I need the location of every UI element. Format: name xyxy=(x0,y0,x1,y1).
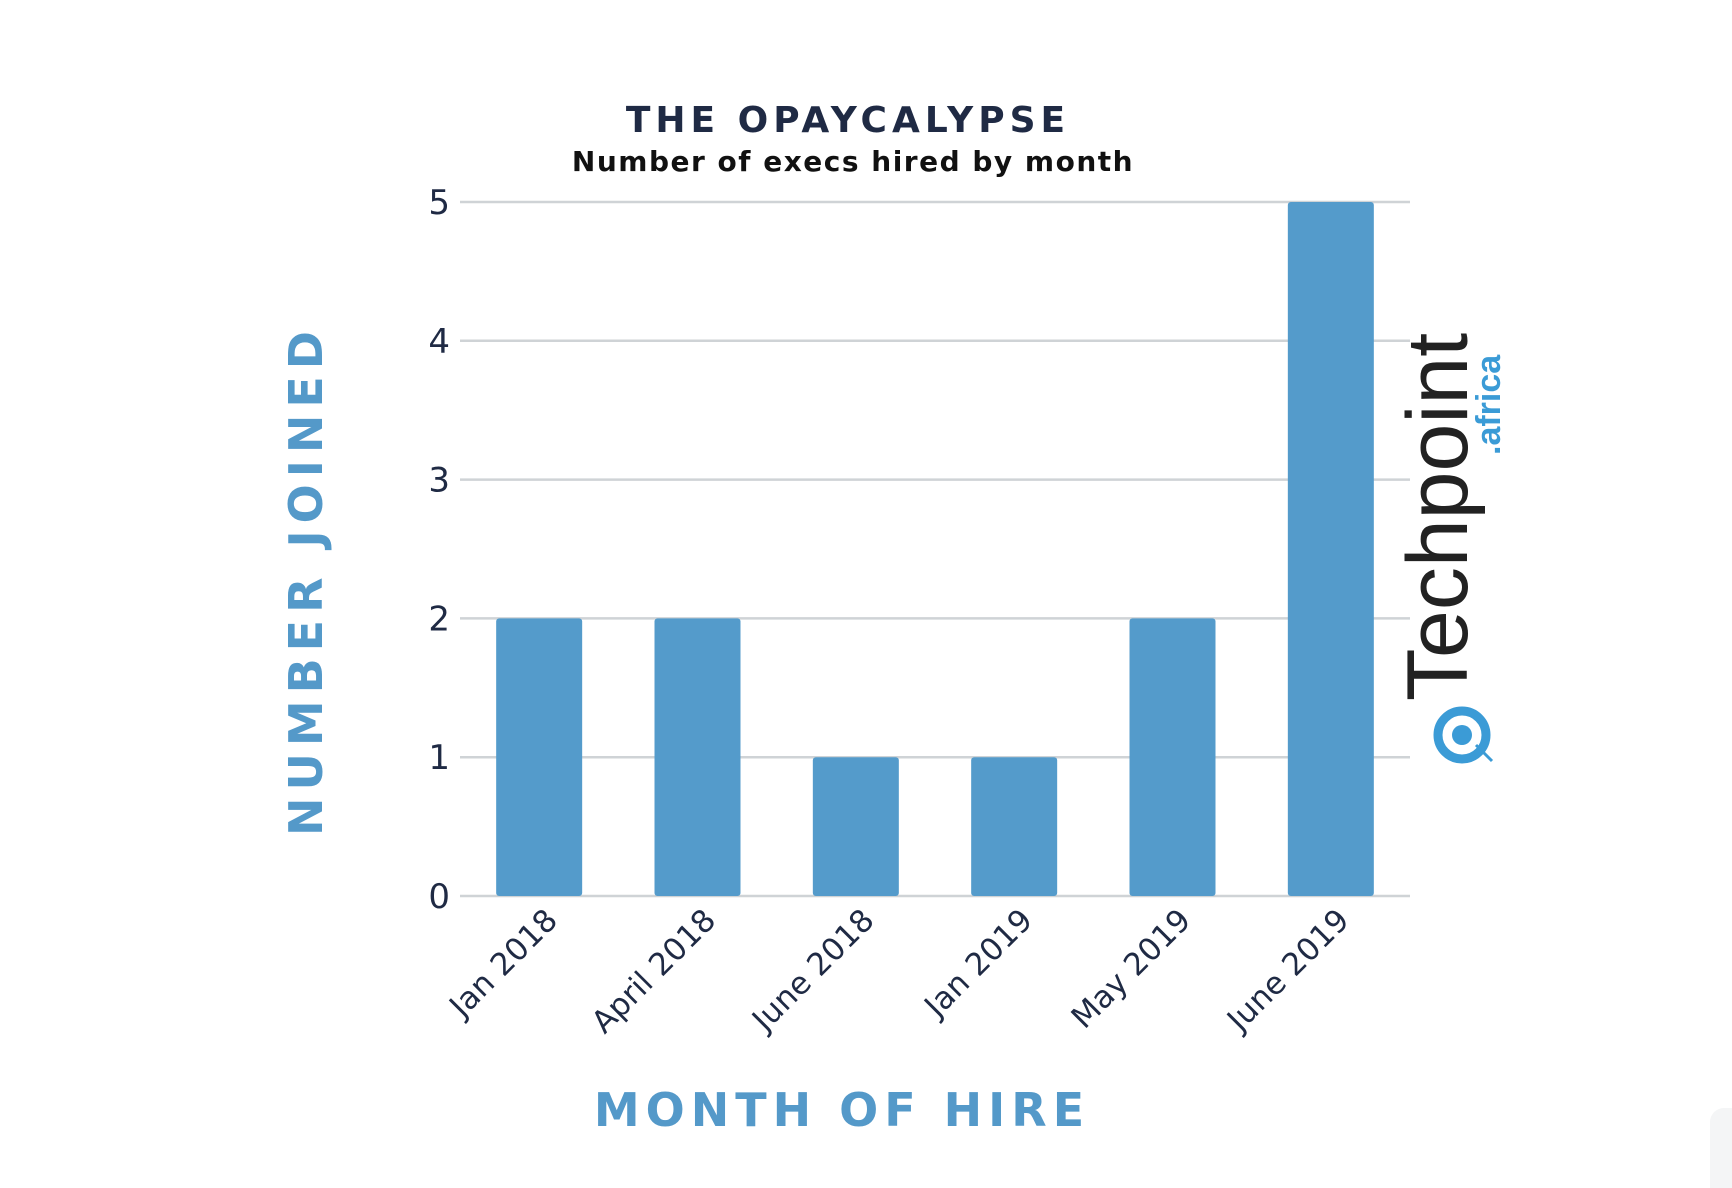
bar xyxy=(971,757,1058,896)
x-tick-label: May 2019 xyxy=(1065,902,1199,1036)
y-tick-label: 0 xyxy=(428,877,450,917)
scroll-corner-tab xyxy=(1710,1108,1732,1188)
x-tick-label: Jan 2019 xyxy=(916,902,1039,1025)
bar xyxy=(812,757,899,896)
y-tick-label: 4 xyxy=(428,322,450,362)
y-tick-labels: 0 1 2 3 4 5 xyxy=(428,183,450,917)
x-tick-label: Jan 2018 xyxy=(441,902,564,1025)
bar xyxy=(496,618,583,896)
y-tick-label: 3 xyxy=(428,461,450,501)
chart-title: THE OPAYCALYPSE xyxy=(626,100,1070,141)
y-tick-label: 2 xyxy=(428,599,450,639)
bar xyxy=(654,618,741,896)
watermark-brand: Techpoint xyxy=(1390,333,1486,701)
gridlines xyxy=(460,200,1410,898)
x-tick-label: June 2018 xyxy=(744,902,881,1039)
y-tick-label: 5 xyxy=(428,183,450,223)
chart-subtitle: Number of execs hired by month xyxy=(572,145,1134,178)
y-tick-label: 1 xyxy=(428,738,450,778)
x-axis-title: MONTH OF HIRE xyxy=(594,1083,1090,1137)
bars xyxy=(496,202,1374,896)
techpoint-watermark: Techpoint .africa xyxy=(1390,333,1508,764)
x-tick-labels: Jan 2018 April 2018 June 2018 Jan 2019 May 2… xyxy=(441,902,1356,1040)
techpoint-logo-icon xyxy=(1433,706,1494,764)
y-axis-title: NUMBER JOINED xyxy=(279,324,333,836)
bar xyxy=(1287,202,1374,896)
watermark-suffix: .africa xyxy=(1470,354,1508,455)
x-tick-label: June 2019 xyxy=(1219,902,1356,1039)
bar xyxy=(1129,618,1216,896)
x-tick-label: April 2018 xyxy=(585,902,723,1040)
